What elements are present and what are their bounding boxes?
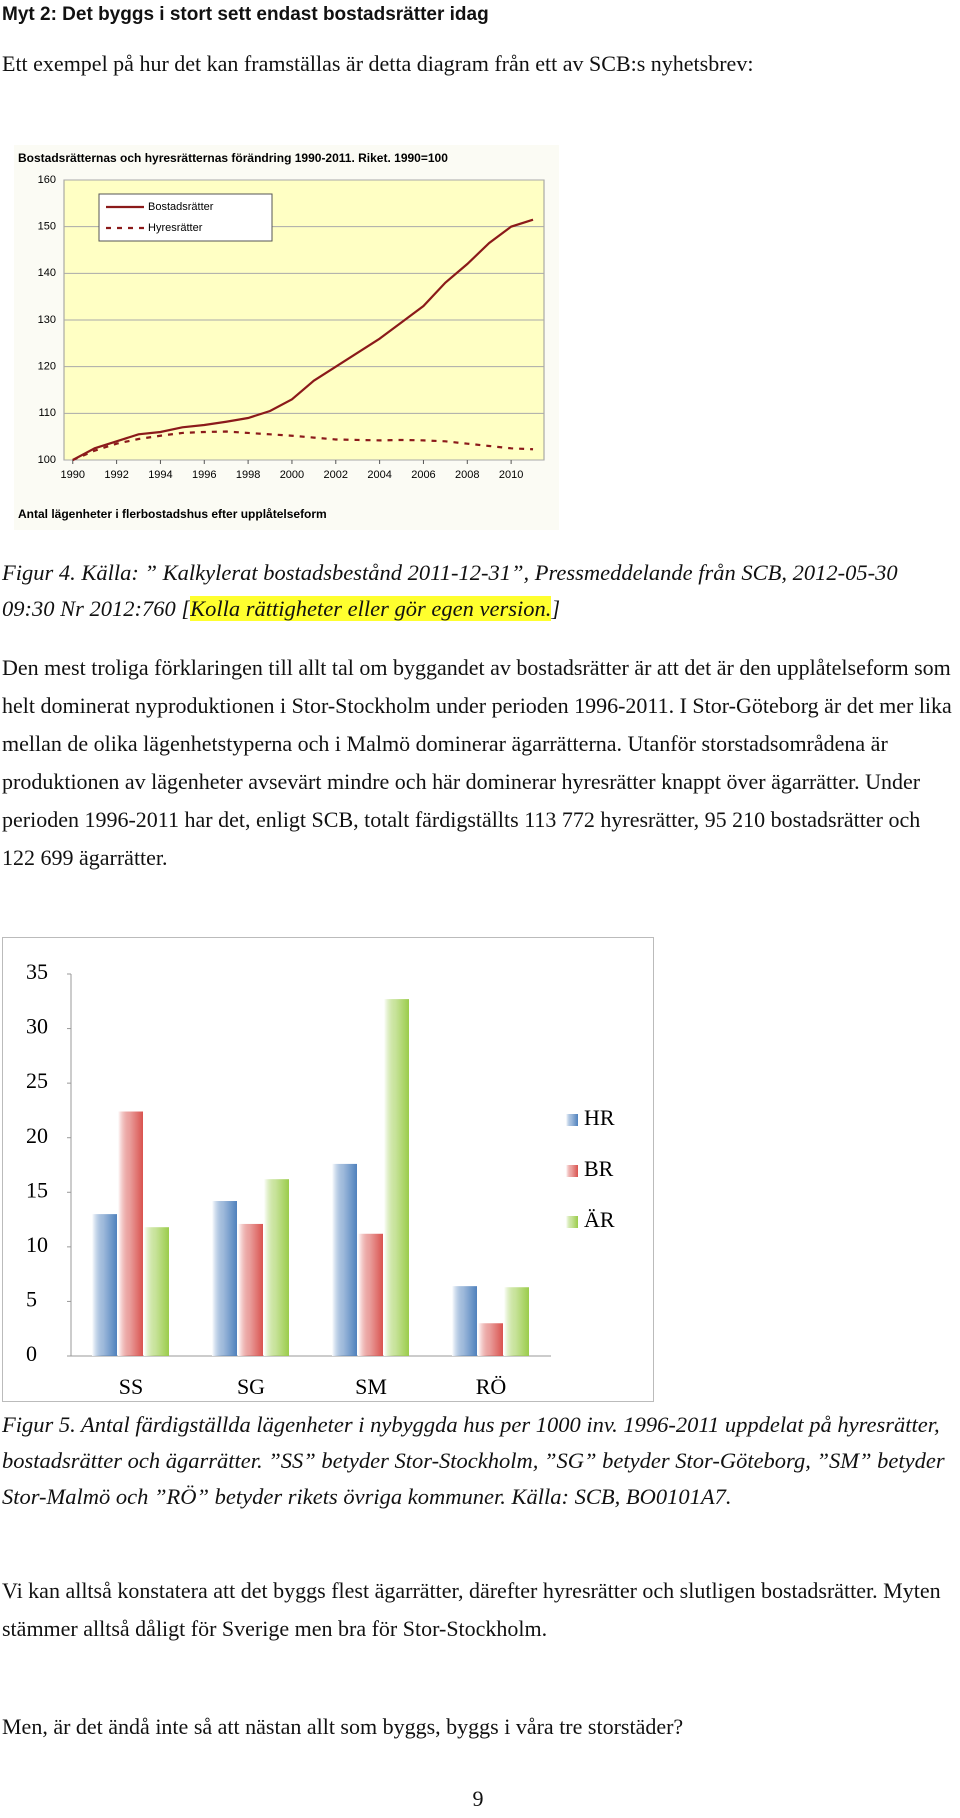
legend-swatch bbox=[566, 1216, 578, 1228]
x-tick-label: 1990 bbox=[61, 469, 85, 481]
bar bbox=[358, 1233, 383, 1356]
x-tick-label: 2002 bbox=[324, 469, 348, 481]
chart-title: Bostadsrätternas och hyresrätternas förä… bbox=[18, 151, 448, 165]
x-tick-label: RÖ bbox=[476, 1374, 507, 1399]
paragraph: Men, är det ändå inte så att nästan allt… bbox=[2, 1714, 684, 1739]
bar bbox=[212, 1201, 237, 1356]
x-tick-label: SM bbox=[355, 1374, 387, 1399]
bar bbox=[92, 1214, 117, 1356]
y-tick-label: 0 bbox=[26, 1341, 37, 1366]
legend-label: BR bbox=[584, 1156, 614, 1181]
page-number: 9 bbox=[472, 1786, 484, 1811]
y-tick-label: 100 bbox=[38, 454, 56, 466]
bar bbox=[264, 1179, 289, 1356]
legend-label: HR bbox=[584, 1105, 615, 1130]
x-tick-label: 2000 bbox=[280, 469, 304, 481]
x-tick-label: 1998 bbox=[236, 469, 260, 481]
y-tick-label: 150 bbox=[38, 221, 56, 233]
paragraph: Den mest troliga förklaringen till allt … bbox=[2, 655, 952, 870]
bar bbox=[384, 999, 409, 1356]
caption-text: ] bbox=[551, 596, 561, 621]
x-tick-label: 1994 bbox=[148, 469, 172, 481]
caption-highlight: Kolla rättigheter eller gör egen version… bbox=[190, 596, 552, 621]
bar bbox=[504, 1287, 529, 1356]
x-tick-label: 1992 bbox=[104, 469, 128, 481]
paragraph: Vi kan alltså konstatera att det byggs f… bbox=[2, 1578, 941, 1641]
x-tick-label: SG bbox=[237, 1374, 265, 1399]
bar bbox=[118, 1111, 143, 1356]
y-tick-label: 30 bbox=[26, 1014, 48, 1039]
x-tick-label: 2008 bbox=[455, 469, 479, 481]
chart-footnote: Antal lägenheter i flerbostadshus efter … bbox=[18, 507, 327, 521]
caption: Figur 4. Källa: ” Kalkylerat bostadsbest… bbox=[2, 555, 954, 627]
y-tick-label: 25 bbox=[26, 1068, 48, 1093]
y-tick-label: 20 bbox=[26, 1123, 48, 1148]
line-chart: Bostadsrätternas och hyresrätternas förä… bbox=[14, 145, 559, 530]
bar bbox=[452, 1286, 477, 1356]
bar bbox=[144, 1227, 169, 1356]
x-tick-label: 2010 bbox=[499, 469, 523, 481]
y-tick-label: 5 bbox=[26, 1286, 37, 1311]
bar bbox=[238, 1223, 263, 1356]
legend-label: ÄR bbox=[584, 1207, 615, 1232]
y-tick-label: 35 bbox=[26, 959, 48, 984]
x-tick-label: 2006 bbox=[411, 469, 435, 481]
series-line bbox=[72, 218, 534, 461]
y-tick-label: 120 bbox=[38, 361, 56, 373]
y-tick-label: 130 bbox=[38, 314, 56, 326]
caption: Figur 5. Antal färdigställda lägenheter … bbox=[2, 1412, 945, 1509]
legend-box bbox=[98, 193, 273, 242]
legend-label: Hyresrätter bbox=[148, 222, 203, 234]
y-tick-label: 140 bbox=[38, 267, 56, 279]
bar bbox=[478, 1323, 503, 1356]
intro: Ett exempel på hur det kan framställas ä… bbox=[2, 51, 754, 76]
legend-swatch bbox=[566, 1165, 578, 1177]
bar bbox=[332, 1163, 357, 1356]
series-line bbox=[72, 430, 534, 462]
x-tick-label: SS bbox=[119, 1374, 143, 1399]
legend-swatch bbox=[566, 1114, 578, 1126]
x-tick-label: 1996 bbox=[192, 469, 216, 481]
y-tick-label: 110 bbox=[38, 407, 56, 419]
y-tick-label: 160 bbox=[38, 174, 56, 186]
heading: Myt 2: Det byggs i stort sett endast bos… bbox=[2, 4, 489, 25]
caption-text: Figur 4. Källa: ” Kalkylerat bostadsbest… bbox=[2, 560, 898, 621]
y-tick-label: 10 bbox=[26, 1232, 48, 1257]
y-tick-label: 15 bbox=[26, 1177, 48, 1202]
x-tick-label: 2004 bbox=[367, 469, 391, 481]
bar-chart: 0 5 10 15 20 25 30 35 SS SG SM RÖ HR BR ÄR bbox=[2, 937, 654, 1402]
legend-label: Bostadsrätter bbox=[148, 201, 214, 213]
